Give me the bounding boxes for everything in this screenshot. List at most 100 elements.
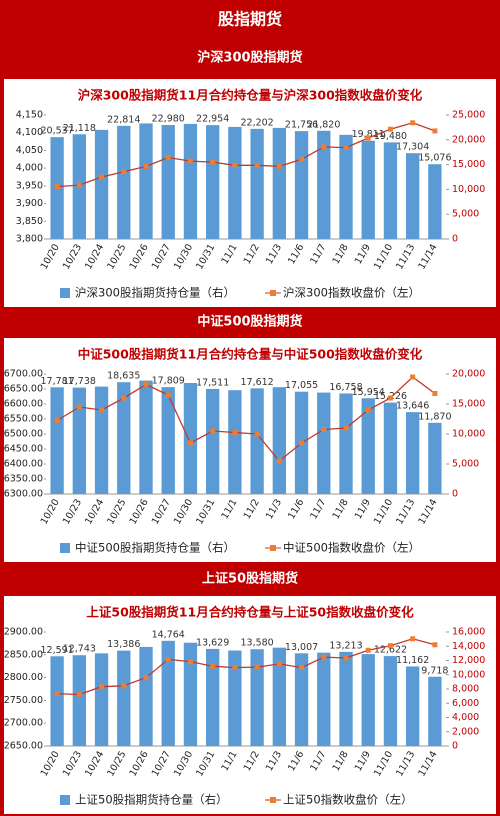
data-label: 12,591: [40, 645, 73, 656]
marker: [365, 647, 371, 653]
marker: [321, 654, 327, 660]
y-tick-label: 6700.00: [4, 369, 43, 380]
marker: [210, 428, 216, 434]
marker: [299, 156, 305, 162]
bar: [183, 642, 198, 746]
y2-tick-label: 0: [452, 234, 458, 245]
marker: [54, 184, 60, 190]
y2-tick-label: 15,000: [452, 399, 485, 410]
y2-tick-label: 20,000: [452, 369, 485, 380]
data-label: 22,980: [152, 114, 185, 125]
marker: [387, 395, 393, 401]
bar: [406, 666, 420, 746]
data-label: 12,622: [374, 645, 407, 656]
bar: [206, 648, 220, 746]
marker: [299, 665, 305, 671]
line: [57, 122, 436, 188]
bar: [428, 422, 442, 494]
marker: [99, 407, 105, 413]
bar: [117, 650, 131, 746]
chart-title: 沪深300股指期货11月合约持仓量与沪深300指数收盘价变化: [78, 88, 423, 103]
marker: [187, 440, 193, 446]
legend-label: 沪深300指数收盘价（左）: [283, 286, 420, 300]
bar: [183, 123, 198, 239]
y-tick-label: 6300.00: [4, 489, 43, 500]
data-label: 17,809: [152, 376, 185, 387]
data-label: 15,076: [418, 153, 451, 164]
y-tick-label: 2650.00: [4, 741, 43, 752]
bar: [294, 131, 309, 239]
y2-tick-label: 15,000: [452, 159, 485, 170]
y2-tick-label: 6,000: [452, 698, 479, 709]
data-label: 13,386: [107, 639, 140, 650]
bar: [272, 127, 286, 239]
y2-tick-label: 8,000: [452, 684, 479, 695]
bar: [161, 125, 175, 239]
data-label: 13,007: [285, 642, 318, 653]
y-tick-label: 6450.00: [4, 444, 43, 455]
marker: [187, 158, 193, 164]
marker: [432, 128, 438, 134]
data-label: 13,580: [240, 638, 273, 649]
marker: [343, 425, 349, 431]
bar: [72, 655, 86, 746]
bar: [139, 380, 153, 494]
marker: [343, 145, 349, 151]
y2-tick-label: 14,000: [452, 641, 485, 652]
bar: [406, 412, 420, 494]
data-label: 17,511: [196, 377, 229, 388]
chart-title: 中证500股指期货11月合约持仓量与中证500指数收盘价变化: [78, 347, 423, 362]
chart-title: 上证50股指期货11月合约持仓量与上证50指数收盘价变化: [86, 605, 414, 620]
section-title: 中证500股指期货: [197, 314, 302, 330]
y2-tick-label: 2,000: [452, 726, 479, 737]
bar: [272, 387, 286, 494]
bar: [50, 387, 64, 494]
bar: [139, 123, 153, 239]
marker: [165, 392, 171, 398]
bar: [317, 652, 331, 746]
y2-tick-label: 5,000: [452, 209, 479, 220]
marker: [76, 404, 82, 410]
marker: [121, 169, 127, 175]
y2-tick-label: 12,000: [452, 655, 485, 666]
marker: [165, 155, 171, 161]
bar: [361, 654, 375, 746]
data-label: 19,811: [352, 129, 385, 140]
bar: [228, 126, 242, 239]
y2-tick-label: 10,000: [452, 184, 485, 195]
marker: [432, 391, 438, 396]
bar: [250, 388, 264, 494]
marker: [365, 135, 371, 141]
marker: [432, 642, 438, 648]
y2-tick-label: 4,000: [452, 712, 479, 723]
marker: [143, 675, 149, 681]
marker: [143, 163, 149, 169]
data-label: 17,738: [63, 376, 96, 387]
section-title: 沪深300股指期货: [197, 50, 302, 66]
y-tick-label: 2900.00: [4, 627, 43, 638]
bar: [428, 676, 442, 746]
marker: [232, 162, 238, 168]
y-tick-label: 6650.00: [4, 384, 43, 395]
marker: [276, 661, 282, 667]
bar: [50, 656, 64, 746]
bar: [428, 164, 442, 239]
legend-swatch: [270, 797, 276, 803]
marker: [121, 395, 127, 401]
data-label: 20,537: [40, 126, 73, 137]
legend-swatch: [60, 543, 70, 553]
data-label: 17,055: [285, 380, 318, 391]
y2-tick-label: 5,000: [452, 459, 479, 470]
y2-tick-label: 0: [452, 489, 458, 500]
marker: [99, 174, 105, 180]
bar: [206, 125, 220, 239]
marker: [276, 458, 282, 464]
y2-tick-label: 10,000: [452, 429, 485, 440]
y-tick-label: 2750.00: [4, 695, 43, 706]
marker: [410, 120, 416, 126]
data-label: 19,480: [374, 131, 407, 142]
data-label: 17,612: [240, 377, 273, 388]
marker: [343, 655, 349, 661]
marker: [165, 656, 171, 662]
bar: [250, 128, 264, 239]
